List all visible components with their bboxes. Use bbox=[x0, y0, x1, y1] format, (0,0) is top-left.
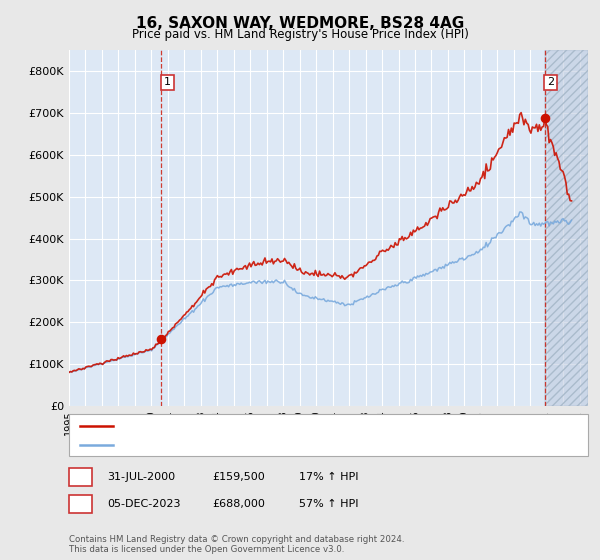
Text: Price paid vs. HM Land Registry's House Price Index (HPI): Price paid vs. HM Land Registry's House … bbox=[131, 28, 469, 41]
Bar bbox=[545, 50, 588, 406]
Text: 1: 1 bbox=[77, 470, 84, 484]
Text: £688,000: £688,000 bbox=[212, 499, 265, 509]
Point bbox=[156, 335, 166, 344]
Text: Contains HM Land Registry data © Crown copyright and database right 2024.
This d: Contains HM Land Registry data © Crown c… bbox=[69, 535, 404, 554]
Text: 16, SAXON WAY, WEDMORE, BS28 4AG: 16, SAXON WAY, WEDMORE, BS28 4AG bbox=[136, 16, 464, 31]
Text: 17% ↑ HPI: 17% ↑ HPI bbox=[299, 472, 358, 482]
Point bbox=[541, 114, 550, 123]
Text: 57% ↑ HPI: 57% ↑ HPI bbox=[299, 499, 358, 509]
Text: 31-JUL-2000: 31-JUL-2000 bbox=[107, 472, 175, 482]
Text: 16, SAXON WAY, WEDMORE, BS28 4AG (detached house): 16, SAXON WAY, WEDMORE, BS28 4AG (detach… bbox=[120, 421, 418, 431]
Text: £159,500: £159,500 bbox=[212, 472, 265, 482]
Text: 1: 1 bbox=[164, 77, 171, 87]
Text: HPI: Average price, detached house, Somerset: HPI: Average price, detached house, Some… bbox=[120, 440, 363, 450]
Bar bbox=[545, 50, 588, 406]
Text: 2: 2 bbox=[77, 497, 84, 511]
Text: 05-DEC-2023: 05-DEC-2023 bbox=[107, 499, 181, 509]
Text: 2: 2 bbox=[547, 77, 554, 87]
